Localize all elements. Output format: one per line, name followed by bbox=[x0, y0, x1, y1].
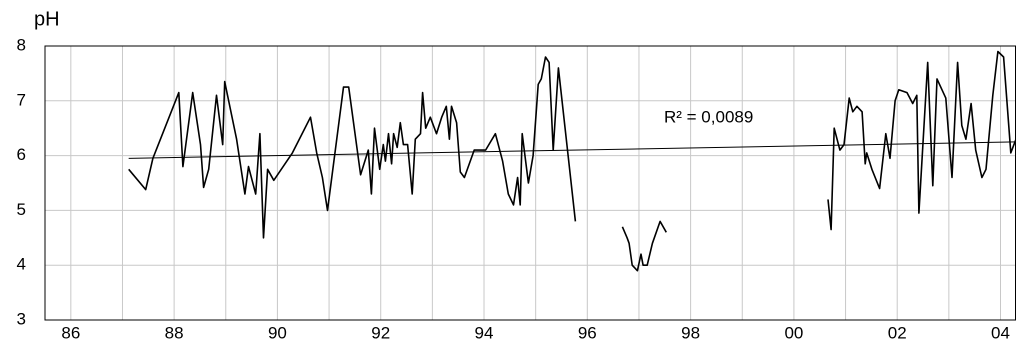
x-tick-label: 88 bbox=[165, 323, 184, 342]
plot-frame bbox=[44, 45, 1016, 321]
x-tick-label: 86 bbox=[61, 323, 80, 342]
y-tick-label: 6 bbox=[17, 145, 26, 164]
x-tick-label: 96 bbox=[578, 323, 597, 342]
x-tick-label: 98 bbox=[681, 323, 700, 342]
x-tick-label: 02 bbox=[888, 323, 907, 342]
x-tick-label: 92 bbox=[371, 323, 390, 342]
y-tick-label: 3 bbox=[17, 309, 26, 328]
y-tick-label: 4 bbox=[17, 255, 26, 274]
x-tick-label: 90 bbox=[268, 323, 287, 342]
x-tick-label: 00 bbox=[784, 323, 803, 342]
x-tick-label: 04 bbox=[991, 323, 1010, 342]
y-axis-label: pH bbox=[34, 8, 60, 30]
y-tick-label: 7 bbox=[17, 90, 26, 109]
trend-line bbox=[128, 141, 1016, 159]
y-tick-label: 5 bbox=[17, 200, 26, 219]
y-tick-label: 8 bbox=[17, 35, 26, 54]
data-line bbox=[128, 50, 1016, 272]
x-tick-label: 94 bbox=[475, 323, 494, 342]
annotation: R² = 0,0089 bbox=[664, 107, 753, 126]
